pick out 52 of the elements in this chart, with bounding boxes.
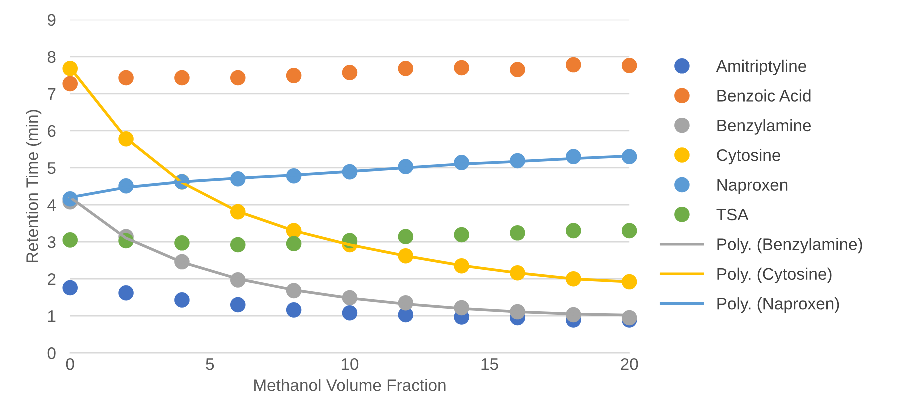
y-tick-label: 0 (48, 348, 56, 360)
point (566, 223, 582, 239)
x-tick-label: 5 (206, 358, 214, 370)
point (118, 70, 134, 86)
legend-label: Poly. (Benzylamine) (718, 238, 862, 254)
point (342, 306, 358, 321)
point (622, 58, 638, 74)
y-tick-label: 6 (48, 125, 56, 138)
y-axis-title: Retention Time (min) (26, 110, 42, 262)
x-tick-label: 0 (66, 358, 74, 370)
x-axis-title: Methanol Volume Fraction (254, 379, 446, 392)
point (62, 280, 78, 296)
y-tick-label: 7 (48, 88, 56, 100)
point (62, 232, 78, 248)
y-tick-label: 5 (48, 162, 56, 174)
x-tick-label: 10 (342, 358, 359, 370)
legend-label: Poly. (Naproxen) (718, 298, 840, 314)
legend-label: Cytosine (717, 149, 780, 165)
x-tick-label: 20 (621, 358, 638, 370)
point (230, 70, 246, 86)
legend-label: Amitriptyline (716, 60, 806, 76)
point (230, 237, 246, 253)
point (174, 236, 190, 251)
y-tick-label: 2 (48, 273, 56, 286)
x-tick-label: 15 (482, 358, 498, 370)
point (454, 60, 470, 76)
legend-label: Poly. (Cytosine) (718, 268, 832, 284)
point (62, 76, 78, 92)
point (510, 226, 526, 241)
point (510, 62, 526, 78)
legend-label: Naproxen (718, 179, 788, 194)
point (398, 229, 414, 245)
point (622, 223, 638, 239)
legend-label: Benzoic Acid (718, 90, 811, 102)
point (118, 286, 134, 301)
point (286, 236, 302, 252)
legend-label: Benzylamine (718, 119, 812, 135)
point (566, 57, 582, 73)
y-tick-label: 9 (48, 14, 56, 26)
point (174, 292, 190, 308)
y-tick-label: 8 (48, 51, 56, 64)
point (454, 227, 470, 243)
y-tick-label: 3 (48, 236, 56, 248)
point (230, 297, 246, 313)
point (398, 61, 414, 76)
point (342, 65, 358, 80)
y-tick-label: 4 (48, 200, 56, 212)
y-tick-label: 1 (48, 310, 56, 322)
point (286, 68, 302, 84)
point (286, 302, 302, 318)
legend-label: TSA (716, 208, 749, 221)
point (174, 70, 190, 86)
